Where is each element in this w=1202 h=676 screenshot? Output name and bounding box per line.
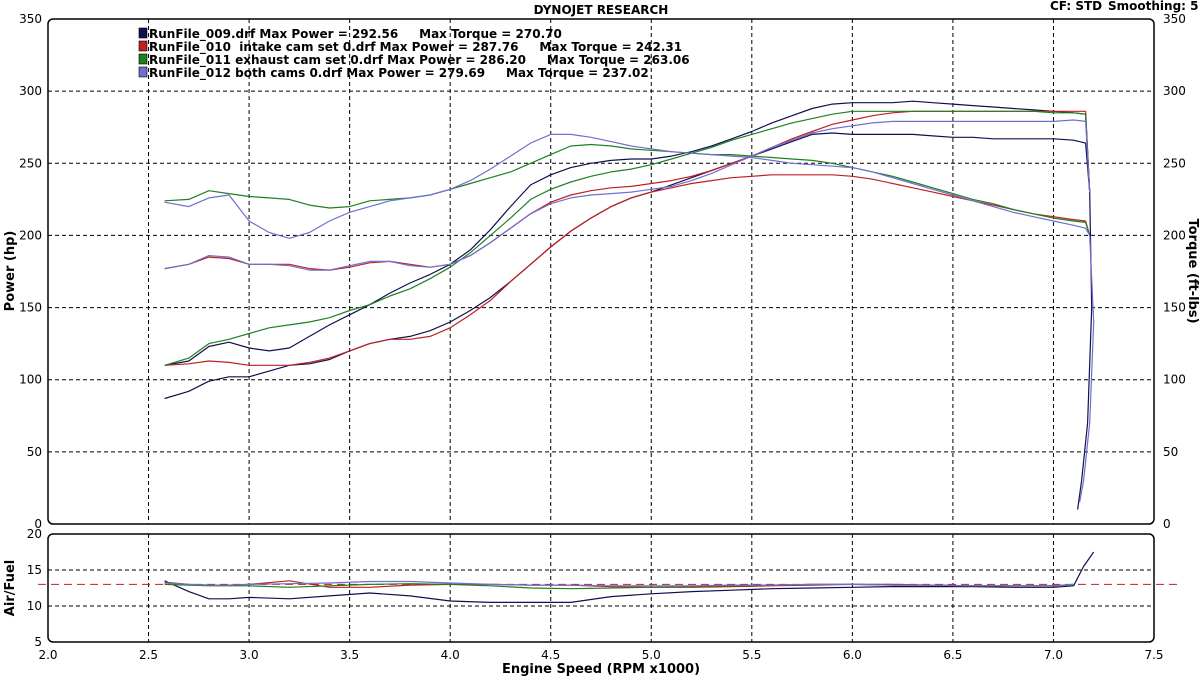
rpm-tick-label: 3.0	[240, 648, 259, 662]
torque-tick-label: 250	[1163, 156, 1186, 170]
legend-entry: RunFile_012 both cams 0.drf Max Power = …	[149, 66, 649, 81]
series-line-torque	[164, 174, 1091, 366]
torque-tick-label: 50	[1163, 445, 1178, 459]
power-torque-series	[164, 100, 1095, 510]
air-fuel-series-line	[164, 580, 1074, 587]
torque-tick-label: 100	[1163, 373, 1186, 387]
rpm-axis-ticks: 2.0 2.5 3.0 3.5 4.0 4.5 5.0 5.5 6.0 6.5 7.0 7.5	[38, 648, 1163, 662]
rpm-tick-label: 2.0	[38, 648, 57, 662]
air-fuel-series	[164, 551, 1095, 604]
rpm-tick-label: 4.5	[541, 648, 560, 662]
legend-swatch	[138, 66, 148, 78]
rpm-tick-label: 6.0	[843, 648, 862, 662]
power-tick-label: 150	[19, 301, 42, 315]
rpm-tick-label: 5.0	[642, 648, 661, 662]
air-fuel-grid	[48, 534, 1154, 642]
air-fuel-axis-ticks: 5 10 15 20	[27, 527, 42, 649]
torque-tick-label: 350	[1163, 12, 1186, 26]
rpm-tick-label: 6.5	[943, 648, 962, 662]
power-torque-panel: 0 50 100 150 200 250 300 350 0 50 100 150 200 250 300…	[19, 12, 1186, 531]
rpm-axis-title: Engine Speed (RPM x1000)	[502, 662, 700, 676]
legend-entry: RunFile_011 exhaust cam set 0.drf Max Po…	[149, 53, 690, 68]
legend-swatch	[138, 53, 148, 65]
series-line-power	[164, 119, 1091, 271]
rpm-tick-label: 2.5	[139, 648, 158, 662]
air-fuel-tick-label: 15	[27, 563, 42, 577]
power-tick-label: 350	[19, 12, 42, 26]
power-axis-ticks: 0 50 100 150 200 250 300 350	[19, 12, 42, 531]
torque-axis-title: Torque (ft-lbs)	[1185, 218, 1200, 323]
chart-title: DYNOJET RESEARCH	[534, 3, 669, 17]
torque-tick-label: 150	[1163, 301, 1186, 315]
power-torque-plot-frame	[47, 18, 1155, 525]
air-fuel-axis-title: Air/Fuel	[3, 560, 18, 616]
power-tick-label: 50	[27, 445, 42, 459]
air-fuel-tick-label: 20	[27, 527, 42, 541]
legend-entry: RunFile_009.drf Max Power = 292.56 Max T…	[149, 27, 562, 42]
legend-swatch	[138, 27, 148, 39]
correction-factor-label: CF: STD	[1050, 0, 1102, 13]
rpm-tick-label: 7.5	[1144, 648, 1163, 662]
series-line-torque	[164, 133, 1091, 239]
power-torque-grid	[48, 19, 1154, 524]
legend-swatch	[138, 40, 148, 52]
air-fuel-panel: 5 10 15 20	[27, 527, 1180, 649]
torque-tick-label: 200	[1163, 228, 1186, 242]
torque-axis-ticks: 0 50 100 150 200 250 300 350	[1163, 12, 1186, 531]
torque-tick-label: 300	[1163, 84, 1186, 98]
series-line-torque	[164, 143, 1091, 236]
rpm-tick-label: 3.5	[340, 648, 359, 662]
legend: RunFile_009.drf Max Power = 292.56 Max T…	[138, 27, 690, 81]
series-line-power	[164, 100, 1091, 366]
air-fuel-tick-label: 10	[27, 599, 42, 613]
rpm-tick-label: 7.0	[1044, 648, 1063, 662]
power-tick-label: 100	[19, 373, 42, 387]
run-end-drop-line	[1079, 235, 1095, 503]
rpm-tick-label: 4.0	[441, 648, 460, 662]
power-tick-label: 250	[19, 156, 42, 170]
power-tick-label: 300	[19, 84, 42, 98]
legend-entry: RunFile_010 intake cam set 0.drf Max Pow…	[149, 40, 682, 55]
torque-tick-label: 0	[1163, 517, 1171, 531]
air-fuel-tick-label: 5	[34, 635, 42, 649]
rpm-tick-label: 5.5	[742, 648, 761, 662]
series-line-power	[164, 110, 1091, 366]
air-fuel-series-line	[164, 551, 1095, 604]
smoothing-label: Smoothing: 5	[1108, 0, 1199, 13]
power-tick-label: 200	[19, 228, 42, 242]
power-axis-title: Power (hp)	[3, 231, 18, 312]
power-tick-label: 0	[34, 517, 42, 531]
